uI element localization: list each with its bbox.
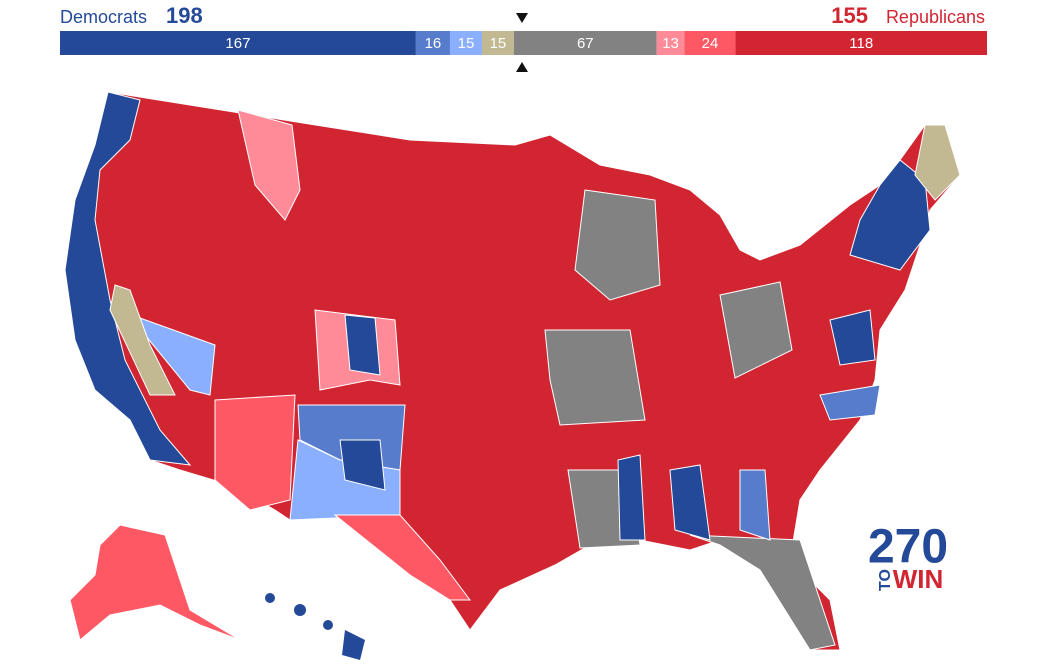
district[interactable] [849,159,931,271]
district[interactable] [829,309,876,366]
midpoint-arrow [516,62,528,72]
district[interactable] [214,394,296,511]
bar-segment [60,31,416,55]
district[interactable] [339,439,386,491]
district[interactable] [914,124,961,201]
district[interactable] [669,464,711,541]
us-map[interactable] [64,91,961,660]
segment-label: 15 [458,35,475,52]
dem-total: 198 [166,3,203,28]
bar-segment [513,31,657,55]
segment-label: 118 [849,35,873,52]
segment-label: 24 [702,35,719,52]
district[interactable] [719,281,793,379]
hawaii[interactable] [323,620,333,630]
district[interactable] [617,454,646,541]
logo-side: TO [877,569,894,591]
logo-word: WIN [893,564,944,594]
rep-label: Republicans [886,7,985,27]
district[interactable] [819,384,881,421]
logo-number: 270 [868,521,948,574]
bar-segment [449,31,482,55]
district[interactable] [574,189,661,301]
district[interactable] [333,514,471,601]
hawaii[interactable] [342,630,365,660]
rep-total: 155 [831,3,868,28]
hawaii[interactable] [294,604,306,616]
dem-label: Democrats [60,7,147,27]
district[interactable] [344,314,381,376]
hawaii[interactable] [265,593,275,603]
district[interactable] [739,469,771,541]
district[interactable] [109,284,176,396]
bar-segment [415,31,450,55]
states[interactable] [64,91,961,651]
segment-label: 67 [577,35,594,52]
bar-segment [735,31,987,55]
bar-segment [656,31,685,55]
bar-segment [481,31,514,55]
district[interactable] [689,534,836,651]
segment-label: 167 [225,35,250,52]
midpoint-arrow [516,13,528,23]
bar-segment [684,31,736,55]
alaska[interactable] [69,524,241,641]
district[interactable] [64,91,192,466]
district[interactable] [237,109,301,221]
segment-label: 15 [490,35,507,52]
segment-label: 16 [425,35,442,52]
district[interactable] [544,329,646,426]
segment-label: 13 [662,35,679,52]
